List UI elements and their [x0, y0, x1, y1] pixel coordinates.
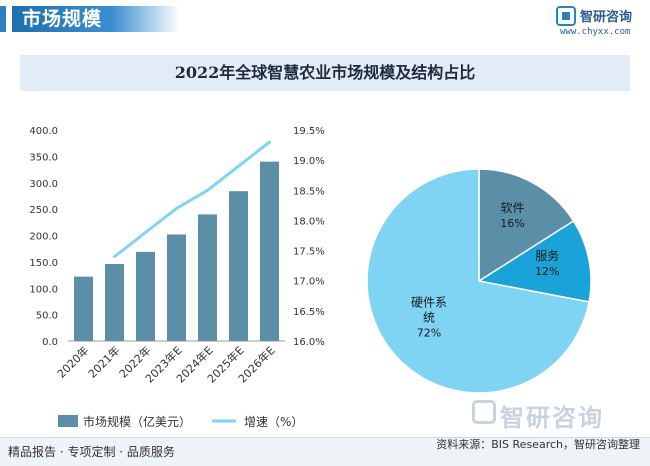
left-axis-tick-label: 400.0 [29, 126, 58, 137]
left-axis-tick-label: 300.0 [29, 179, 58, 190]
source-note: 资料来源：BIS Research，智研咨询整理 [436, 438, 640, 451]
pie-slice-value: 72% [417, 326, 441, 339]
legend-label-bars: 市场规模（亿美元） [83, 414, 191, 429]
chart-legend: 市场规模（亿美元） 增速（%） [58, 414, 303, 429]
pie-slice [476, 219, 592, 303]
bar [198, 214, 217, 341]
legend-label-line: 增速（%） [244, 415, 303, 429]
watermark-logo-icon [472, 400, 496, 424]
pie-slice-value: 12% [535, 265, 559, 278]
growth-line-path [113, 140, 271, 259]
left-axis-tick-label: 200.0 [29, 232, 58, 243]
right-axis-tick-label: 17.5% [293, 247, 325, 258]
bars [74, 161, 279, 341]
growth-line [113, 140, 271, 259]
left-axis-tick-label: 0.0 [42, 337, 58, 348]
brand-logo-icon [556, 6, 576, 26]
bar [105, 263, 124, 341]
watermark-text: 智研咨询 [500, 404, 604, 432]
left-axis-tick-label: 50.0 [36, 311, 58, 322]
x-axis-tick-label: 2020年 [54, 343, 91, 380]
pie-slice [366, 168, 590, 394]
brand-url[interactable]: www.chyxx.com [560, 27, 631, 37]
page-title: 市场规模 [22, 8, 103, 30]
right-axis-tick-label: 18.5% [293, 186, 325, 197]
chart-title: 2022年全球智慧农业市场规模及结构占比 [174, 63, 476, 82]
footer-bar [0, 437, 650, 466]
pie-slice-label: 软件 [500, 201, 524, 215]
left-axis-tick-label: 250.0 [29, 205, 58, 216]
bar [167, 234, 186, 341]
pie-slice-label: 服务 [535, 248, 559, 263]
right-axis-ticks: 16.0% 16.5% 17.0% 17.5% 18.0% 18.5% 19.0% 19.5% [293, 126, 325, 348]
x-axis-tick-label: 2021年 [85, 343, 122, 380]
pie-slice-value: 16% [500, 217, 524, 230]
legend-swatch-bars [58, 415, 78, 427]
bar [136, 251, 155, 341]
left-axis-tick-label: 100.0 [29, 284, 58, 295]
right-axis-tick-label: 19.0% [293, 156, 325, 167]
left-axis-ticks: 0.0 50.0 100.0 150.0 200.0 250.0 300.0 350.0 400… [29, 126, 58, 348]
page-header: 市场规模 智研咨询 www.chyxx.com [0, 0, 650, 42]
bar [74, 276, 93, 341]
left-axis-tick-label: 350.0 [29, 152, 58, 163]
right-axis-tick-label: 16.5% [293, 307, 325, 318]
pie-slice-label: 硬件系 [411, 295, 447, 309]
footer-tagline: 精品报告 · 专项定制 · 品质服务 [8, 445, 175, 459]
brand-name: 智研咨询 [580, 10, 633, 25]
right-axis-tick-label: 19.5% [293, 126, 325, 137]
right-axis-tick-label: 18.0% [293, 216, 325, 227]
bar-line-chart: 0.0 50.0 100.0 150.0 200.0 250.0 300.0 350.0 400… [29, 126, 325, 429]
pie-slice-label: 统 [423, 310, 435, 324]
pie-slices [366, 168, 592, 394]
left-axis-tick-label: 150.0 [29, 258, 58, 269]
pie-slice [478, 168, 575, 283]
right-axis-tick-label: 16.0% [293, 337, 325, 348]
header-bar [12, 6, 180, 32]
header-accent [0, 6, 6, 32]
bar [229, 191, 248, 341]
right-axis-tick-label: 17.0% [293, 277, 325, 288]
chart-title-band [20, 55, 630, 91]
bar [260, 161, 279, 341]
